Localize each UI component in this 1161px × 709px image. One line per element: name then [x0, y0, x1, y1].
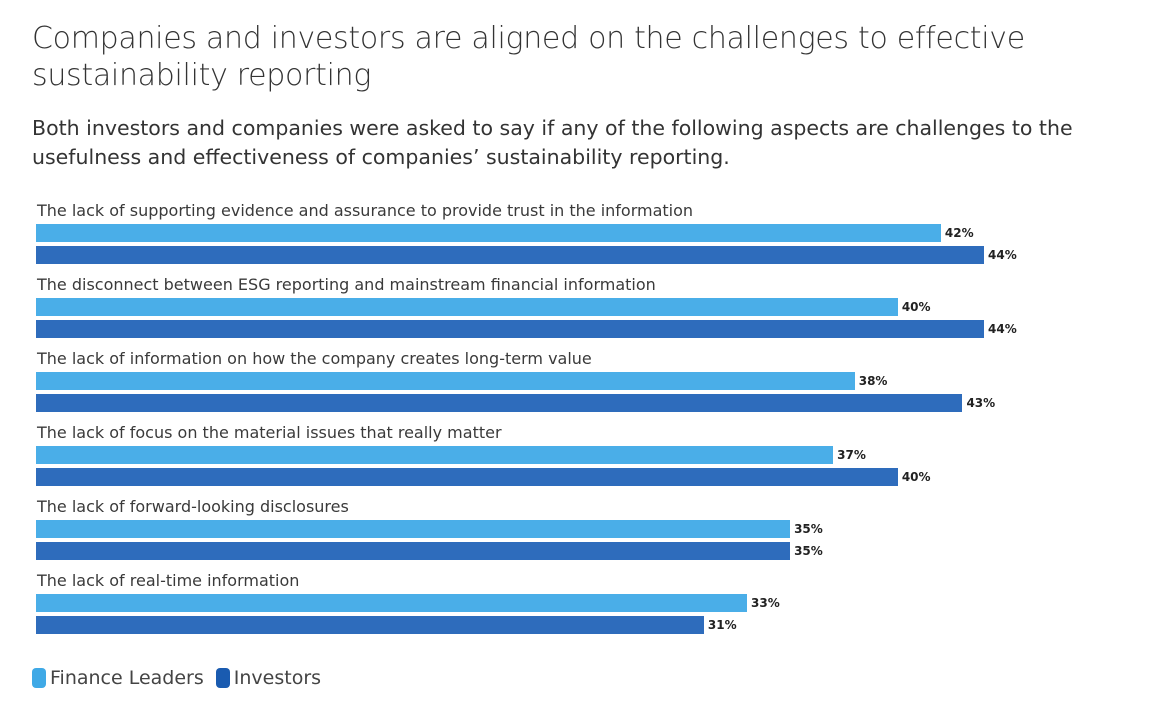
data-label: 37%: [837, 448, 866, 462]
data-label: 44%: [988, 248, 1017, 262]
legend-swatch: [32, 668, 46, 688]
data-label: 31%: [707, 618, 737, 632]
bar-investors: [36, 246, 984, 264]
legend: Finance Leaders Investors: [32, 667, 333, 689]
data-label: 40%: [901, 470, 931, 484]
bar-investors: [36, 542, 791, 560]
bar-investors: [36, 616, 704, 634]
data-label: 43%: [966, 396, 996, 410]
category-label: The lack of forward-looking disclosures: [37, 497, 349, 516]
bar-finance-leaders: [36, 594, 747, 612]
data-label: 38%: [858, 374, 888, 388]
bar-finance-leaders: [36, 520, 791, 538]
data-label: 35%: [794, 544, 823, 558]
legend-item-finance-leaders: Finance Leaders: [32, 667, 204, 689]
legend-item-investors: Investors: [215, 667, 322, 689]
bar-finance-leaders: [36, 224, 941, 242]
bar-finance-leaders: [36, 446, 834, 464]
bar-investors: [36, 394, 963, 412]
bar-finance-leaders: [36, 372, 855, 390]
chart-subtitle: Both investors and companies were asked …: [32, 116, 1073, 169]
legend-label: Investors: [233, 667, 322, 689]
data-label: 44%: [988, 322, 1017, 336]
chart-title: Companies and investors are aligned on t…: [32, 21, 1025, 93]
category-label: The lack of supporting evidence and assu…: [37, 201, 694, 220]
data-label: 42%: [944, 226, 974, 240]
category-label: The lack of information on how the compa…: [37, 349, 592, 368]
category-label: The lack of real-time information: [37, 571, 300, 590]
data-label: 40%: [901, 300, 931, 314]
data-label: 33%: [751, 596, 780, 610]
bar-investors: [36, 468, 898, 486]
bar-investors: [36, 320, 984, 338]
category-label: The disconnect between ESG reporting and…: [37, 275, 656, 294]
legend-label: Finance Leaders: [50, 667, 204, 689]
legend-swatch: [215, 668, 230, 688]
data-label: 35%: [794, 522, 823, 536]
bar-finance-leaders: [36, 298, 898, 316]
category-label: The lack of focus on the material issues…: [37, 423, 502, 442]
